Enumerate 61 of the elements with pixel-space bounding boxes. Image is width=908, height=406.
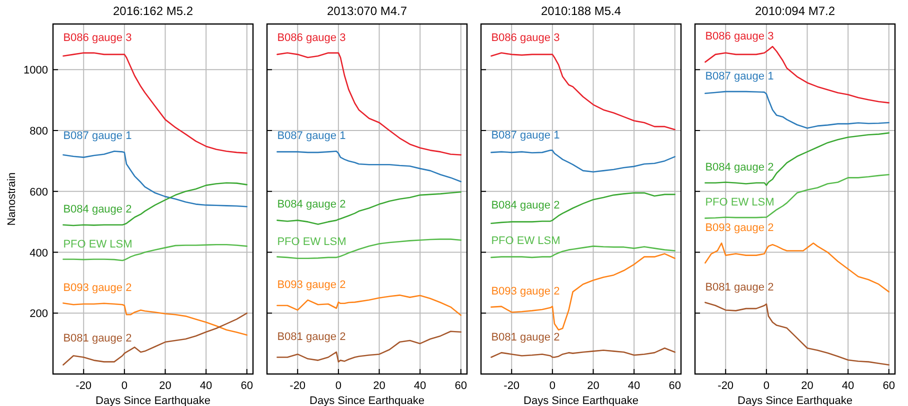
series-label: B087 gauge 1 (63, 130, 132, 142)
x-tick-label: 20 (373, 380, 386, 392)
x-tick-label: 40 (842, 380, 854, 392)
x-tick-label: -20 (76, 380, 92, 392)
line-series (62, 312, 248, 366)
series-label: B081 gauge 2 (63, 332, 132, 344)
x-tick-label: -20 (504, 380, 520, 392)
x-axis-title: Days Since Earthquake (738, 395, 852, 406)
series-label: B086 gauge 3 (63, 32, 132, 44)
series-label: B093 gauge 2 (705, 222, 774, 234)
x-tick-label: -20 (718, 380, 734, 392)
series-label: B087 gauge 1 (277, 130, 346, 142)
series-label: PFO EW LSM (705, 196, 774, 208)
series-label: B084 gauge 2 (705, 161, 774, 174)
series-label: B086 gauge 3 (491, 32, 560, 44)
series-label: B087 gauge 1 (705, 70, 774, 83)
x-axis-title: Days Since Earthquake (310, 395, 424, 406)
x-axis-title: Days Since Earthquake (96, 395, 210, 406)
y-tick-label: 400 (30, 247, 48, 260)
x-tick-label: 60 (882, 380, 896, 392)
y-tick-label: 600 (30, 186, 48, 198)
series-label: B093 gauge 2 (277, 279, 346, 292)
chart-title: 2010:094 M7.2 (754, 4, 836, 18)
chart-title: 2013:070 M4.7 (326, 4, 408, 18)
x-tick-label: 40 (628, 380, 640, 392)
series-label: B093 gauge 2 (491, 285, 560, 298)
x-tick-label: 40 (414, 380, 426, 392)
y-axis-title: Nanostrain (6, 172, 18, 226)
series-label: B084 gauge 2 (277, 198, 346, 210)
x-tick-label: 0 (549, 380, 556, 392)
series-label: B087 gauge 1 (491, 129, 560, 142)
x-tick-label: 60 (668, 380, 682, 392)
x-tick-label: 0 (335, 380, 342, 392)
x-tick-label: 40 (200, 380, 212, 392)
series-label: B093 gauge 2 (63, 282, 132, 294)
series-label: B086 gauge 3 (277, 32, 346, 44)
x-axis-title: Days Since Earthquake (524, 395, 638, 406)
chart-title: 2010:188 M5.4 (540, 4, 622, 18)
line-series (62, 182, 248, 226)
series-label: B081 gauge 2 (277, 331, 346, 344)
x-tick-label: 0 (763, 380, 770, 392)
x-tick-label: -20 (290, 380, 306, 392)
y-tick-label: 800 (30, 126, 48, 138)
series-label: B081 gauge 2 (491, 332, 560, 344)
series-label: PFO EW LSM (63, 238, 132, 250)
x-tick-label: 20 (801, 380, 814, 392)
chart-title: 2016:162 M5.2 (112, 4, 194, 18)
series-label: B086 gauge 3 (705, 30, 774, 42)
x-tick-label: 20 (587, 380, 600, 392)
x-tick-label: 0 (121, 380, 128, 392)
x-tick-label: 20 (159, 380, 172, 392)
series-label: B084 gauge 2 (491, 199, 560, 212)
line-series (62, 52, 248, 154)
y-tick-label: 200 (30, 308, 48, 320)
x-tick-label: 60 (454, 380, 468, 392)
series-label: B084 gauge 2 (63, 203, 132, 216)
series-label: B081 gauge 2 (705, 281, 774, 294)
series-label: PFO EW LSM (277, 236, 346, 248)
series-label: PFO EW LSM (491, 234, 560, 247)
y-tick-label: 1000 (24, 64, 48, 77)
x-tick-label: 60 (240, 380, 254, 392)
